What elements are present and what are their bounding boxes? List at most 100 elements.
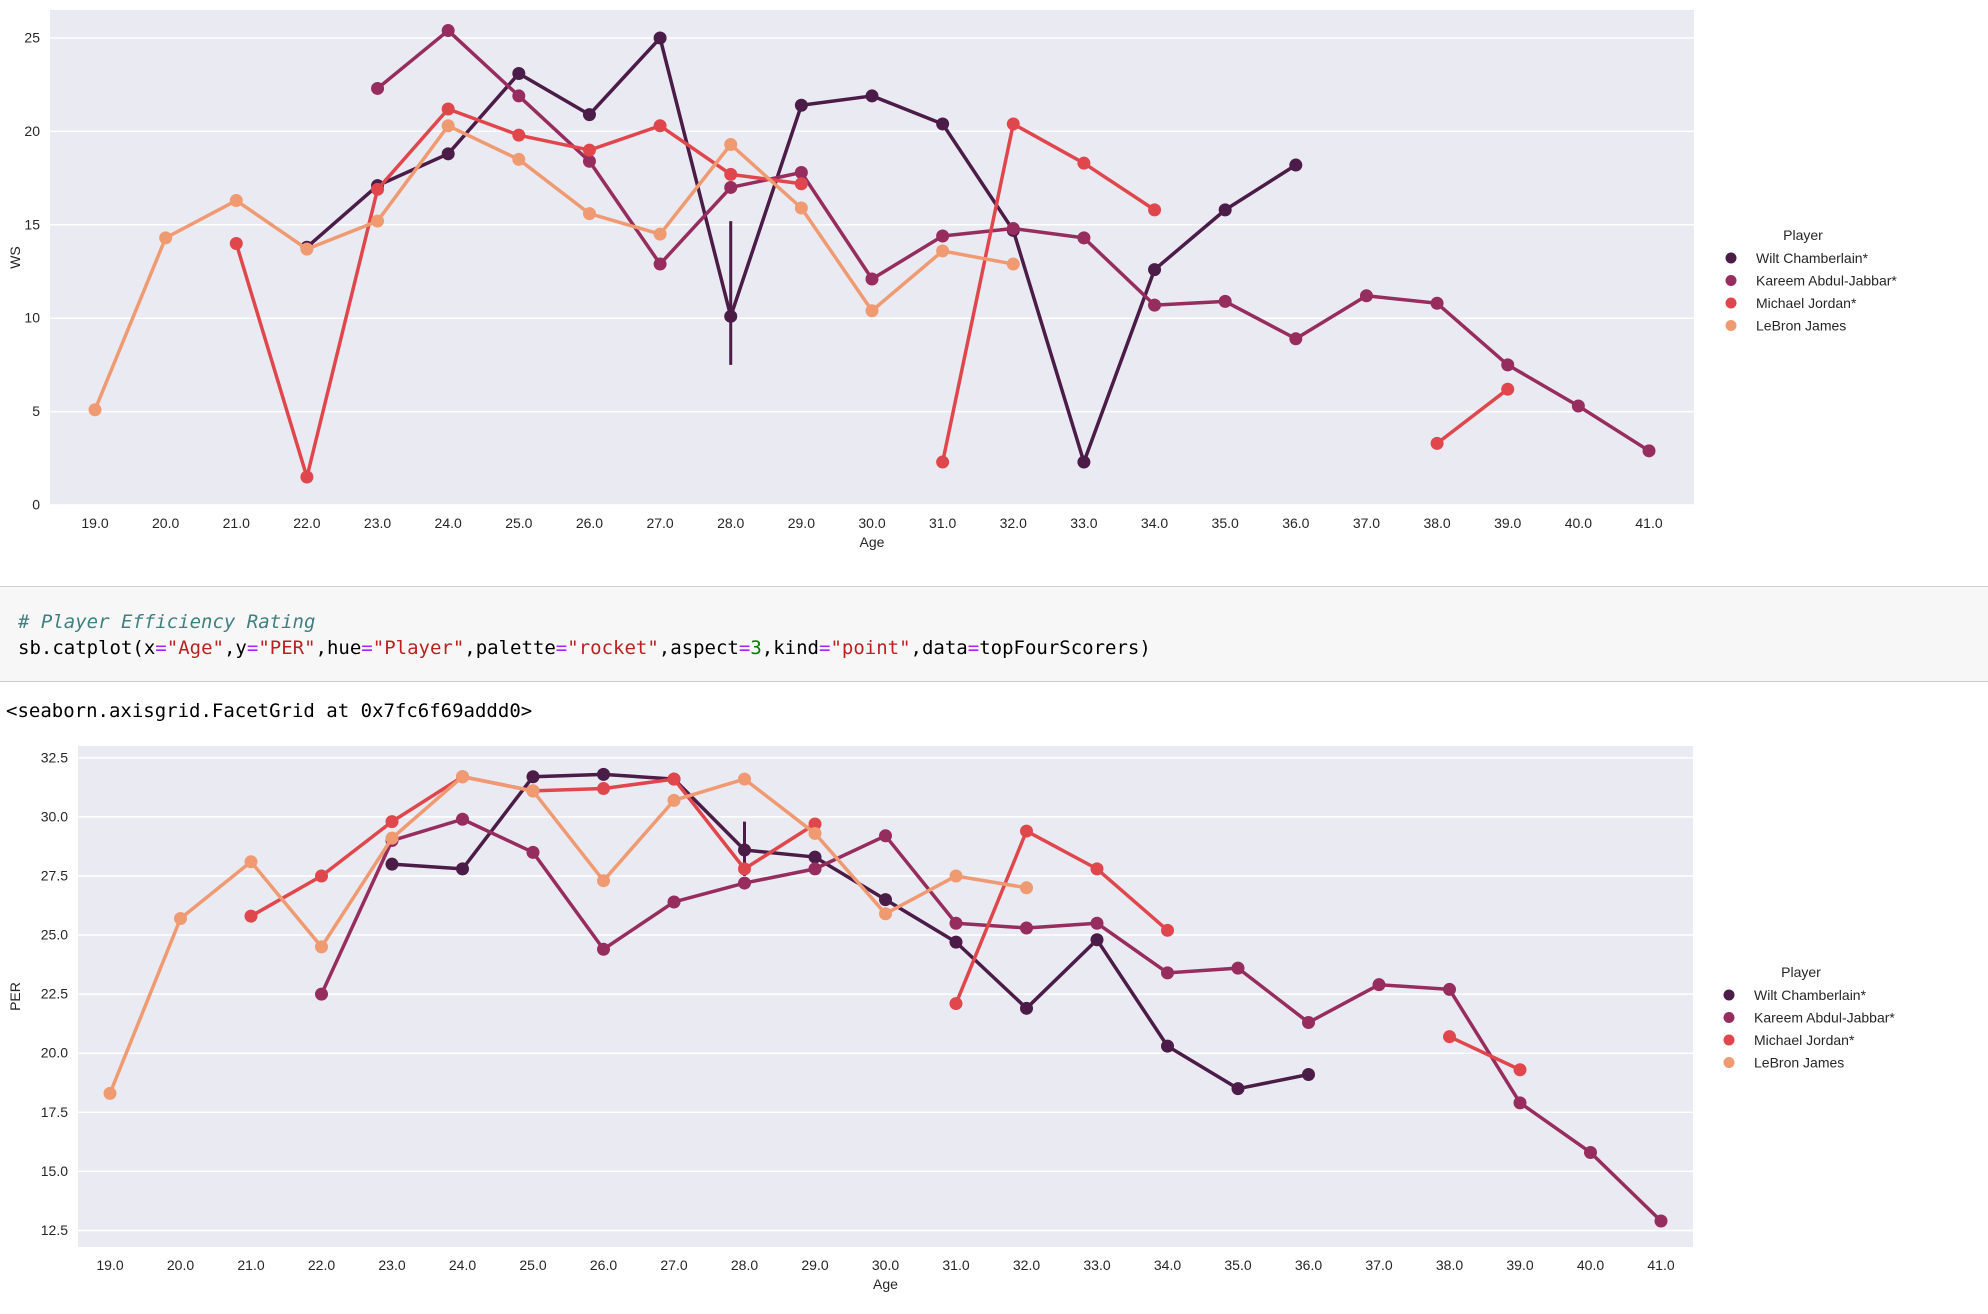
point-lebron-james [865,304,879,318]
point-kareem-abdul-jabbar [315,987,328,1001]
point-kareem-abdul-jabbar [1148,298,1162,312]
point-kareem-abdul-jabbar [597,942,610,956]
point-lebron-james [371,214,385,228]
legend-label-michael-jordan: Michael Jordan* [1754,1032,1855,1048]
point-kareem-abdul-jabbar [1513,1096,1527,1110]
point-michael-jordan [371,182,385,196]
point-kareem-abdul-jabbar [1090,916,1104,930]
series-line-michael-jordan [940,122,1157,464]
point-kareem-abdul-jabbar [1372,978,1386,992]
point-kareem-abdul-jabbar [653,257,667,271]
legend-marker-kareem-abdul-jabbar [1725,275,1737,286]
point-kareem-abdul-jabbar [441,24,455,38]
y-axis-label: WS [7,246,23,269]
legend-label-wilt-chamberlain: Wilt Chamberlain* [1756,250,1869,266]
series-line-lebron-james [93,124,1016,412]
point-lebron-james [456,770,469,784]
point-lebron-james [229,194,243,208]
x-tick-label: 40.0 [1577,1257,1604,1273]
code-cell[interactable]: # Player Efficiency Rating sb.catplot(x=… [0,586,1988,682]
point-kareem-abdul-jabbar [1654,1214,1668,1228]
point-kareem-abdul-jabbar [808,862,822,876]
x-tick-label: 23.0 [378,1257,405,1273]
x-tick-label: 22.0 [293,515,320,531]
point-wilt-chamberlain [456,862,469,876]
x-tick-label: 24.0 [435,515,462,531]
point-kareem-abdul-jabbar [1443,982,1456,996]
x-tick-label: 19.0 [96,1257,123,1273]
point-lebron-james [526,784,540,798]
point-kareem-abdul-jabbar [512,89,526,103]
point-michael-jordan [1148,203,1162,217]
point-kareem-abdul-jabbar [582,154,596,168]
point-kareem-abdul-jabbar [1231,961,1245,975]
point-wilt-chamberlain [794,98,808,112]
point-kareem-abdul-jabbar [949,916,963,930]
point-kareem-abdul-jabbar [1302,1015,1315,1029]
point-wilt-chamberlain [1090,933,1104,947]
point-wilt-chamberlain [724,309,738,323]
y-tick-label: 30.0 [41,808,68,824]
point-kareem-abdul-jabbar [1501,358,1515,372]
point-michael-jordan [667,772,681,786]
series-line-michael-jordan [1447,1034,1522,1072]
legend-label-michael-jordan: Michael Jordan* [1756,295,1857,311]
point-wilt-chamberlain [582,108,596,122]
x-tick-label: 34.0 [1154,1257,1181,1273]
series-line-kareem-abdul-jabbar [319,817,1663,1223]
point-lebron-james [103,1086,117,1100]
x-tick-label: 21.0 [237,1257,264,1273]
point-michael-jordan [1077,156,1091,170]
point-kareem-abdul-jabbar [1571,399,1585,413]
point-wilt-chamberlain [385,857,399,871]
y-tick-label: 5 [32,403,40,419]
point-kareem-abdul-jabbar [1642,444,1656,458]
legend-label-lebron-james: LeBron James [1754,1055,1844,1071]
point-kareem-abdul-jabbar [667,895,681,909]
x-tick-label: 41.0 [1635,515,1662,531]
x-tick-label: 32.0 [1013,1257,1040,1273]
ws-chart: 0 5 10 15 20 25 19.0 20.0 21.0 22.0 23.0 24.0 25.0 26… [7,10,1897,550]
cell-output: <seaborn.axisgrid.FacetGrid at 0x7fc6f69… [6,700,533,722]
y-tick-label: 27.5 [41,867,68,883]
point-kareem-abdul-jabbar [1289,332,1303,346]
y-tick-label: 15.0 [41,1163,68,1179]
point-kareem-abdul-jabbar [456,812,469,826]
x-tick-label: 27.0 [660,1257,687,1273]
point-wilt-chamberlain [1161,1039,1174,1053]
series-line-lebron-james [108,774,1029,1096]
point-lebron-james [582,207,596,221]
legend-marker-michael-jordan [1725,297,1737,309]
series-line-michael-jordan [954,829,1170,1006]
x-tick-label: 24.0 [449,1257,476,1273]
point-michael-jordan [738,862,751,876]
code-comment: # Player Efficiency Rating [18,611,316,633]
x-tick-label: 25.0 [519,1257,546,1273]
y-tick-label: 17.5 [41,1104,68,1120]
point-wilt-chamberlain [1302,1067,1315,1081]
x-tick-label: 39.0 [1494,515,1521,531]
y-tick-label: 20.0 [41,1045,68,1061]
legend-marker-kareem-abdul-jabbar [1723,1012,1735,1023]
x-tick-label: 31.0 [929,515,956,531]
point-lebron-james [159,231,173,245]
point-wilt-chamberlain [1077,455,1091,469]
point-michael-jordan [582,143,596,157]
point-kareem-abdul-jabbar [1430,296,1444,310]
point-michael-jordan [808,817,822,831]
point-wilt-chamberlain [597,767,610,781]
x-tick-label: 37.0 [1353,515,1380,531]
point-lebron-james [808,826,822,840]
x-tick-label: 38.0 [1436,1257,1463,1273]
point-kareem-abdul-jabbar [526,845,540,859]
x-tick-label: 29.0 [801,1257,828,1273]
series-line-michael-jordan [1435,387,1510,446]
point-michael-jordan [1443,1030,1456,1044]
point-michael-jordan [300,470,314,484]
x-tick-label: 19.0 [81,515,108,531]
point-lebron-james [738,772,751,786]
x-tick-label: 26.0 [576,515,603,531]
point-kareem-abdul-jabbar [794,166,808,180]
point-kareem-abdul-jabbar [738,876,751,890]
point-wilt-chamberlain [865,89,879,103]
